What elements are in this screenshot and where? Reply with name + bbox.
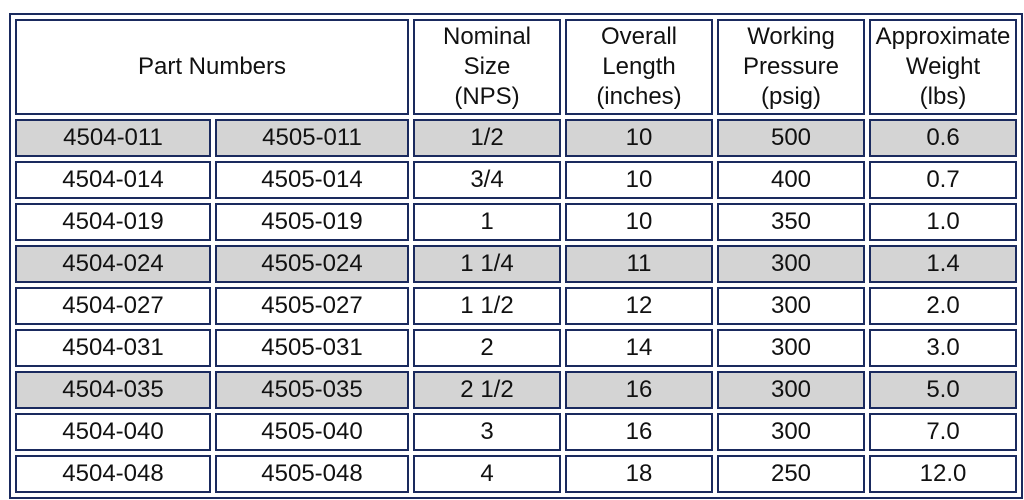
cell-part-a: 4504-027	[15, 287, 211, 325]
table-row: 4504-031 4505-031 2 14 300 3.0	[15, 329, 1017, 367]
cell-part-a: 4504-024	[15, 245, 211, 283]
cell-part-b: 4505-011	[215, 119, 409, 157]
cell-nominal-size: 3	[413, 413, 561, 451]
cell-nominal-size: 1/2	[413, 119, 561, 157]
cell-overall-length: 18	[565, 455, 713, 493]
cell-part-b: 4505-019	[215, 203, 409, 241]
cell-working-pressure: 500	[717, 119, 865, 157]
cell-part-b: 4505-027	[215, 287, 409, 325]
cell-approximate-weight: 2.0	[869, 287, 1017, 325]
cell-working-pressure: 350	[717, 203, 865, 241]
header-line: Length	[602, 53, 676, 80]
cell-part-a: 4504-031	[15, 329, 211, 367]
table-row: 4504-027 4505-027 1 1/2 12 300 2.0	[15, 287, 1017, 325]
cell-approximate-weight: 3.0	[869, 329, 1017, 367]
cell-approximate-weight: 7.0	[869, 413, 1017, 451]
table-row: 4504-024 4505-024 1 1/4 11 300 1.4	[15, 245, 1017, 283]
header-overall-length: Overall Length (inches)	[565, 19, 713, 115]
cell-part-b: 4505-040	[215, 413, 409, 451]
table-row: 4504-040 4505-040 3 16 300 7.0	[15, 413, 1017, 451]
cell-overall-length: 10	[565, 203, 713, 241]
cell-part-a: 4504-014	[15, 161, 211, 199]
cell-overall-length: 10	[565, 161, 713, 199]
cell-nominal-size: 1 1/4	[413, 245, 561, 283]
cell-part-b: 4505-024	[215, 245, 409, 283]
cell-overall-length: 16	[565, 413, 713, 451]
table-row: 4504-014 4505-014 3/4 10 400 0.7	[15, 161, 1017, 199]
header-line: Size	[463, 53, 511, 80]
header-line: (lbs)	[919, 83, 967, 110]
cell-part-a: 4504-040	[15, 413, 211, 451]
cell-working-pressure: 300	[717, 329, 865, 367]
header-line: Working	[747, 23, 835, 50]
header-line: Approximate	[875, 23, 1011, 50]
cell-nominal-size: 3/4	[413, 161, 561, 199]
table-row: 4504-011 4505-011 1/2 10 500 0.6	[15, 119, 1017, 157]
table-body: 4504-011 4505-011 1/2 10 500 0.6 4504-01…	[15, 119, 1017, 493]
table-row: 4504-035 4505-035 2 1/2 16 300 5.0	[15, 371, 1017, 409]
header-approximate-weight: Approximate Weight (lbs)	[869, 19, 1017, 115]
cell-overall-length: 16	[565, 371, 713, 409]
cell-working-pressure: 250	[717, 455, 865, 493]
cell-part-a: 4504-011	[15, 119, 211, 157]
cell-overall-length: 10	[565, 119, 713, 157]
cell-approximate-weight: 12.0	[869, 455, 1017, 493]
header-line: (inches)	[596, 83, 682, 110]
header-line: Nominal	[442, 23, 532, 50]
header-line: Weight	[905, 53, 981, 80]
header-line: (NPS)	[454, 83, 520, 110]
cell-working-pressure: 300	[717, 413, 865, 451]
pipe-spec-table: Part Numbers Nominal Size (NPS) Overall …	[9, 13, 1023, 499]
cell-part-b: 4505-014	[215, 161, 409, 199]
cell-approximate-weight: 0.7	[869, 161, 1017, 199]
cell-approximate-weight: 1.0	[869, 203, 1017, 241]
cell-approximate-weight: 1.4	[869, 245, 1017, 283]
cell-overall-length: 12	[565, 287, 713, 325]
header-part-numbers: Part Numbers	[15, 19, 409, 115]
cell-overall-length: 11	[565, 245, 713, 283]
cell-working-pressure: 400	[717, 161, 865, 199]
cell-part-b: 4505-035	[215, 371, 409, 409]
cell-approximate-weight: 0.6	[869, 119, 1017, 157]
spec-table-container: Part Numbers Nominal Size (NPS) Overall …	[9, 13, 1023, 499]
cell-nominal-size: 1 1/2	[413, 287, 561, 325]
cell-working-pressure: 300	[717, 245, 865, 283]
cell-working-pressure: 300	[717, 287, 865, 325]
header-nominal-size: Nominal Size (NPS)	[413, 19, 561, 115]
cell-part-b: 4505-031	[215, 329, 409, 367]
cell-part-a: 4504-035	[15, 371, 211, 409]
cell-part-a: 4504-048	[15, 455, 211, 493]
header-line: (psig)	[760, 83, 821, 110]
header-line: Overall	[600, 23, 678, 50]
header-line: Pressure	[742, 53, 840, 80]
header-working-pressure: Working Pressure (psig)	[717, 19, 865, 115]
table-row: 4504-019 4505-019 1 10 350 1.0	[15, 203, 1017, 241]
cell-part-a: 4504-019	[15, 203, 211, 241]
cell-nominal-size: 2	[413, 329, 561, 367]
table-row: 4504-048 4505-048 4 18 250 12.0	[15, 455, 1017, 493]
cell-working-pressure: 300	[717, 371, 865, 409]
table-header-row: Part Numbers Nominal Size (NPS) Overall …	[15, 19, 1017, 115]
cell-approximate-weight: 5.0	[869, 371, 1017, 409]
cell-nominal-size: 1	[413, 203, 561, 241]
cell-nominal-size: 4	[413, 455, 561, 493]
cell-part-b: 4505-048	[215, 455, 409, 493]
cell-overall-length: 14	[565, 329, 713, 367]
cell-nominal-size: 2 1/2	[413, 371, 561, 409]
